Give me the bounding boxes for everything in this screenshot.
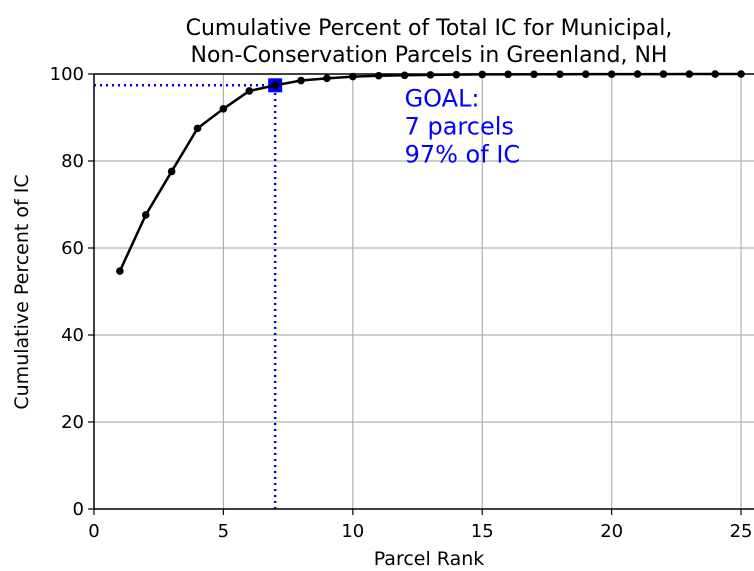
x-tick-label: 15 (471, 521, 494, 542)
y-tick-label: 80 (61, 151, 84, 172)
x-axis-label: Parcel Rank (374, 548, 485, 567)
x-tick-label: 25 (730, 521, 753, 542)
data-point (167, 167, 176, 176)
y-tick-label: 60 (61, 238, 84, 259)
goal-annotation-line: 7 parcels (405, 113, 514, 141)
x-tick-label: 5 (218, 521, 229, 542)
goal-annotation-line: GOAL: (405, 85, 480, 113)
data-point (400, 71, 409, 80)
y-tick-label: 40 (61, 325, 84, 346)
data-point (141, 211, 150, 219)
axes (93, 73, 754, 510)
data-point (245, 87, 254, 95)
x-tick-label: 0 (88, 521, 99, 542)
data-point (323, 74, 331, 83)
tick-labels: 0 5 10 15 20 25 0 20 40 60 80 100 (50, 64, 753, 542)
chart-title-line-2: Non-Conservation Parcels in Greenland, N… (191, 43, 668, 68)
data-point (426, 71, 435, 79)
data-point (116, 267, 124, 275)
y-tick-label: 20 (61, 412, 84, 433)
x-tick-label: 20 (600, 521, 623, 542)
y-tick-label: 100 (50, 64, 84, 85)
goal-annotation-line: 97% of IC (405, 141, 521, 169)
x-tick-label: 10 (341, 521, 364, 542)
data-point (297, 76, 305, 85)
grid (94, 74, 754, 509)
y-tick-label: 0 (73, 499, 84, 520)
data-point (193, 124, 202, 133)
data-point (374, 71, 383, 80)
y-axis-label: Cumulative Percent of IC (11, 174, 33, 409)
data-point (219, 105, 228, 113)
data-point (271, 81, 279, 90)
chart-title-line-1: Cumulative Percent of Total IC for Munic… (186, 16, 673, 41)
